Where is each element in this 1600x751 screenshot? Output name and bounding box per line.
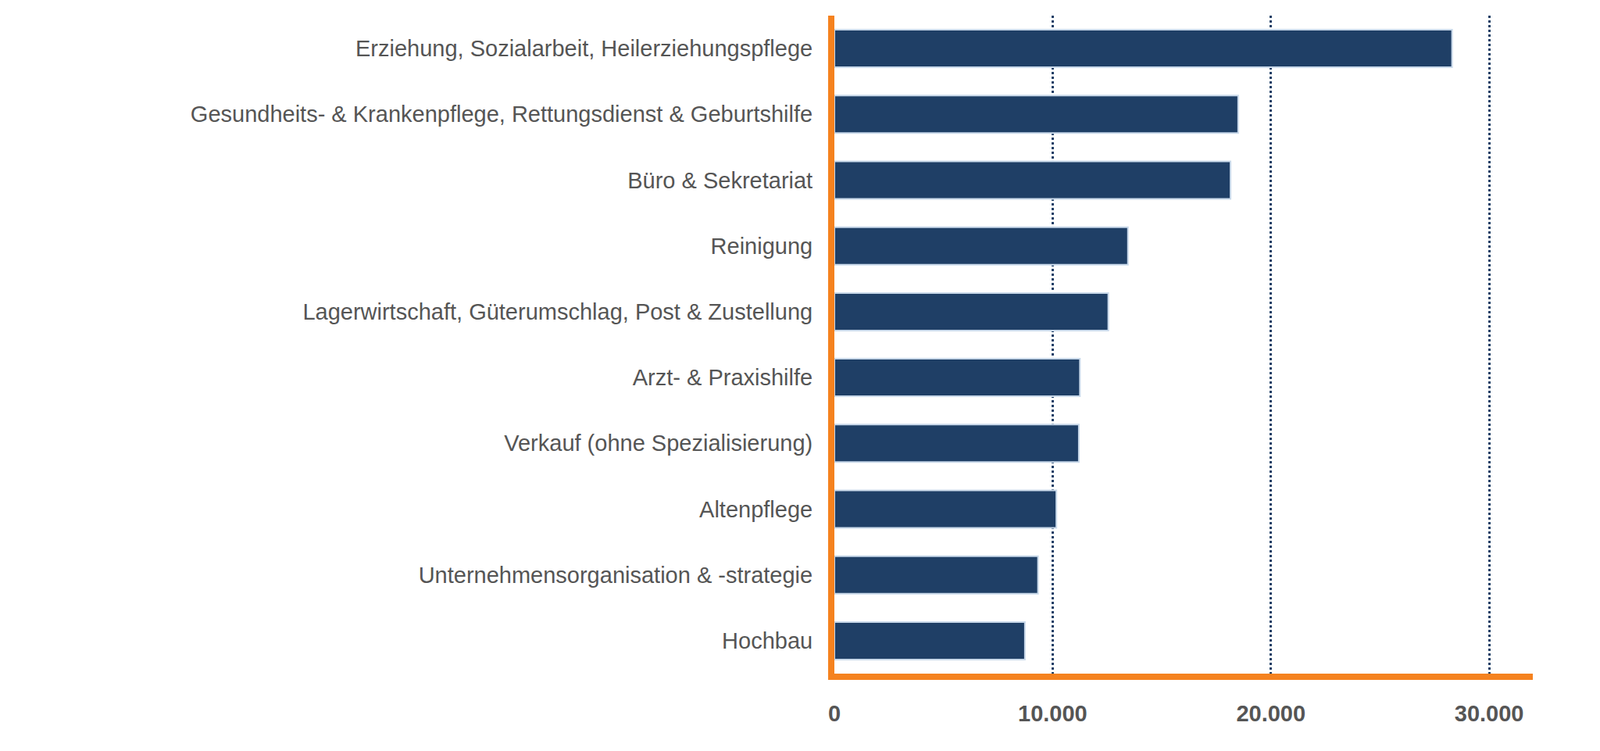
svg-text:Arzt- & Praxishilfe: Arzt- & Praxishilfe — [632, 364, 813, 390]
svg-text:Altenpflege: Altenpflege — [699, 496, 813, 522]
svg-text:30.000: 30.000 — [1454, 700, 1525, 726]
svg-text:Büro & Sekretariat: Büro & Sekretariat — [627, 167, 813, 193]
svg-text:Unternehmensorganisation & -st: Unternehmensorganisation & -strategie — [418, 562, 814, 588]
svg-text:Gesundheits- & Krankenpflege,: Gesundheits- & Krankenpflege, Rettungsdi… — [190, 101, 813, 127]
svg-text:0: 0 — [828, 700, 841, 726]
svg-text:20.000: 20.000 — [1235, 700, 1306, 726]
svg-text:Lagerwirtschaft, Güterumschlag: Lagerwirtschaft, Güterumschlag, Post & Z… — [302, 299, 813, 325]
svg-text:Verkauf (ohne Spezialisierung): Verkauf (ohne Spezialisierung) — [503, 430, 813, 456]
svg-text:Hochbau: Hochbau — [721, 628, 813, 654]
svg-text:10.000: 10.000 — [1017, 700, 1088, 726]
svg-text:Erziehung, Sozialarbeit, Heile: Erziehung, Sozialarbeit, Heilerziehungsp… — [355, 35, 813, 61]
svg-text:Reinigung: Reinigung — [710, 233, 814, 259]
